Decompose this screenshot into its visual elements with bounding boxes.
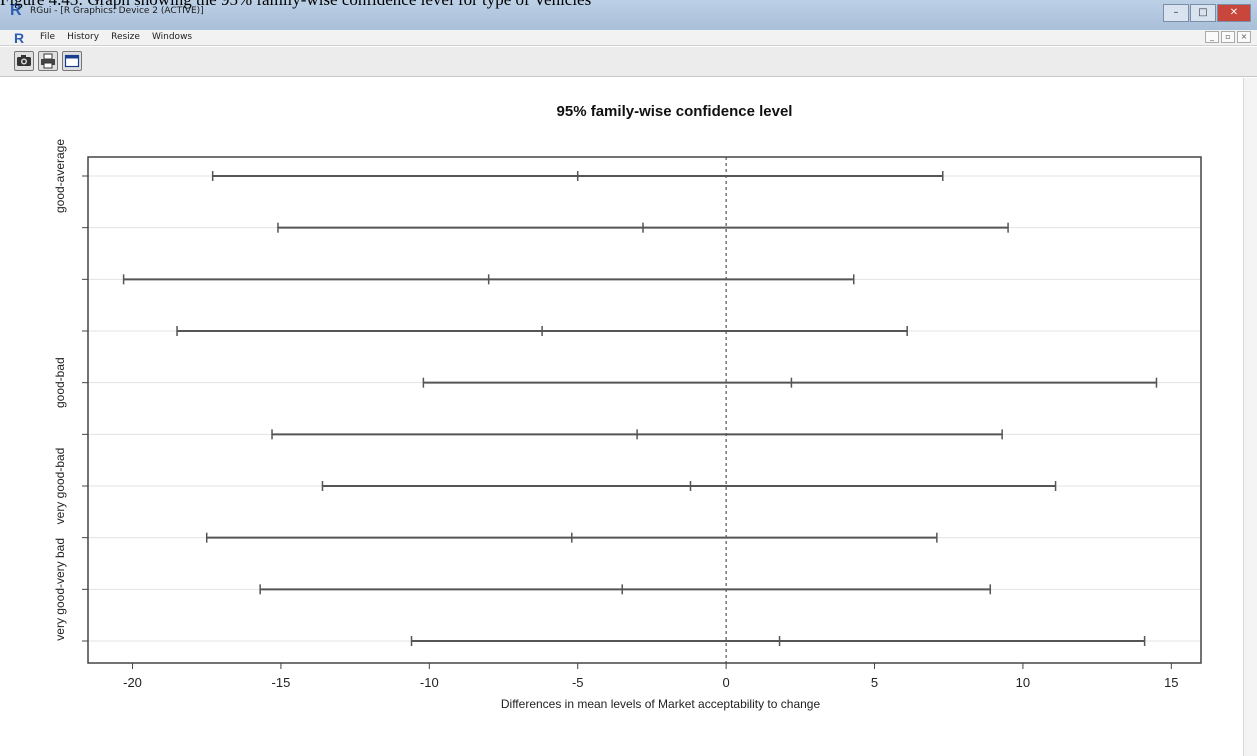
menu-windows[interactable]: Windows <box>151 32 193 42</box>
window-button[interactable] <box>62 51 82 71</box>
y-tick-label: very good-very bad <box>53 538 67 641</box>
x-tick-label: 0 <box>723 675 730 690</box>
maximize-icon[interactable]: □ <box>1190 4 1216 22</box>
x-tick-label: 10 <box>1016 675 1030 690</box>
y-tick-label: very good-bad <box>53 448 67 525</box>
x-tick-label: 5 <box>871 675 878 690</box>
window-title: RGui - [R Graphics: Device 2 (ACTIVE)] <box>30 6 204 16</box>
grid-layer <box>88 175 1201 642</box>
interval-row <box>259 584 992 595</box>
interval-row <box>122 274 855 285</box>
interval-row <box>176 326 908 336</box>
x-tick-label: 15 <box>1164 675 1178 690</box>
figure-caption: Figure 4.43: Graph showing the 95% famil… <box>0 0 1257 9</box>
close-icon[interactable]: ✕ <box>1217 4 1251 22</box>
chart-title: 95% family-wise confidence level <box>557 103 793 120</box>
window-controls: – □ ✕ <box>1162 4 1251 22</box>
mdi-close-icon[interactable]: × <box>1237 31 1251 43</box>
y-axis: good-average good-bad very good-bad very go… <box>53 139 88 642</box>
print-icon <box>41 53 55 69</box>
camera-button[interactable] <box>14 51 34 71</box>
interval-row <box>205 532 938 543</box>
x-axis-label: Differences in mean levels of Market acc… <box>501 697 821 711</box>
menu-bar: R File History Resize Windows _ ▫ × <box>0 30 1257 46</box>
menu-resize[interactable]: Resize <box>111 32 140 42</box>
mdi-restore-icon[interactable]: ▫ <box>1221 31 1235 43</box>
camera-icon <box>17 55 31 66</box>
r-logo-icon: R <box>14 30 25 46</box>
mdi-controls: _ ▫ × <box>1203 31 1251 43</box>
interval-row <box>211 171 944 181</box>
x-tick-label: -10 <box>420 675 439 690</box>
x-tick-label: -20 <box>123 675 142 690</box>
interval-layer <box>122 171 1158 646</box>
y-tick-label: good-average <box>53 139 67 213</box>
toolbar <box>0 47 1257 77</box>
plot-area: -20 -15 -10 -5 0 5 10 15 good-average good-bad ve… <box>0 78 1257 756</box>
mdi-minimize-icon[interactable]: _ <box>1205 31 1219 43</box>
minimize-icon[interactable]: – <box>1163 4 1189 22</box>
x-axis: -20 -15 -10 -5 0 5 10 15 <box>123 663 1179 690</box>
interval-row <box>410 636 1146 646</box>
x-tick-label: -15 <box>272 675 291 690</box>
interval-row <box>271 429 1003 440</box>
menu-history[interactable]: History <box>67 32 100 42</box>
interval-row <box>321 481 1057 491</box>
x-tick-label: -5 <box>572 675 584 690</box>
scrollbar-vertical[interactable] <box>1243 78 1257 756</box>
menu-file[interactable]: File <box>40 32 56 42</box>
print-button[interactable] <box>38 51 58 71</box>
tukey-hsd-chart: -20 -15 -10 -5 0 5 10 15 good-average good-bad ve… <box>53 103 1202 711</box>
window-titlebar: R RGui - [R Graphics: Device 2 (ACTIVE)]… <box>0 0 1257 30</box>
window-icon <box>64 54 80 68</box>
r-logo-icon: R <box>10 2 22 19</box>
menu-items: File History Resize Windows <box>40 32 204 42</box>
interval-row <box>422 377 1158 388</box>
y-tick-label: good-bad <box>53 357 67 408</box>
interval-row <box>277 222 1009 233</box>
plot-frame <box>87 156 1202 664</box>
